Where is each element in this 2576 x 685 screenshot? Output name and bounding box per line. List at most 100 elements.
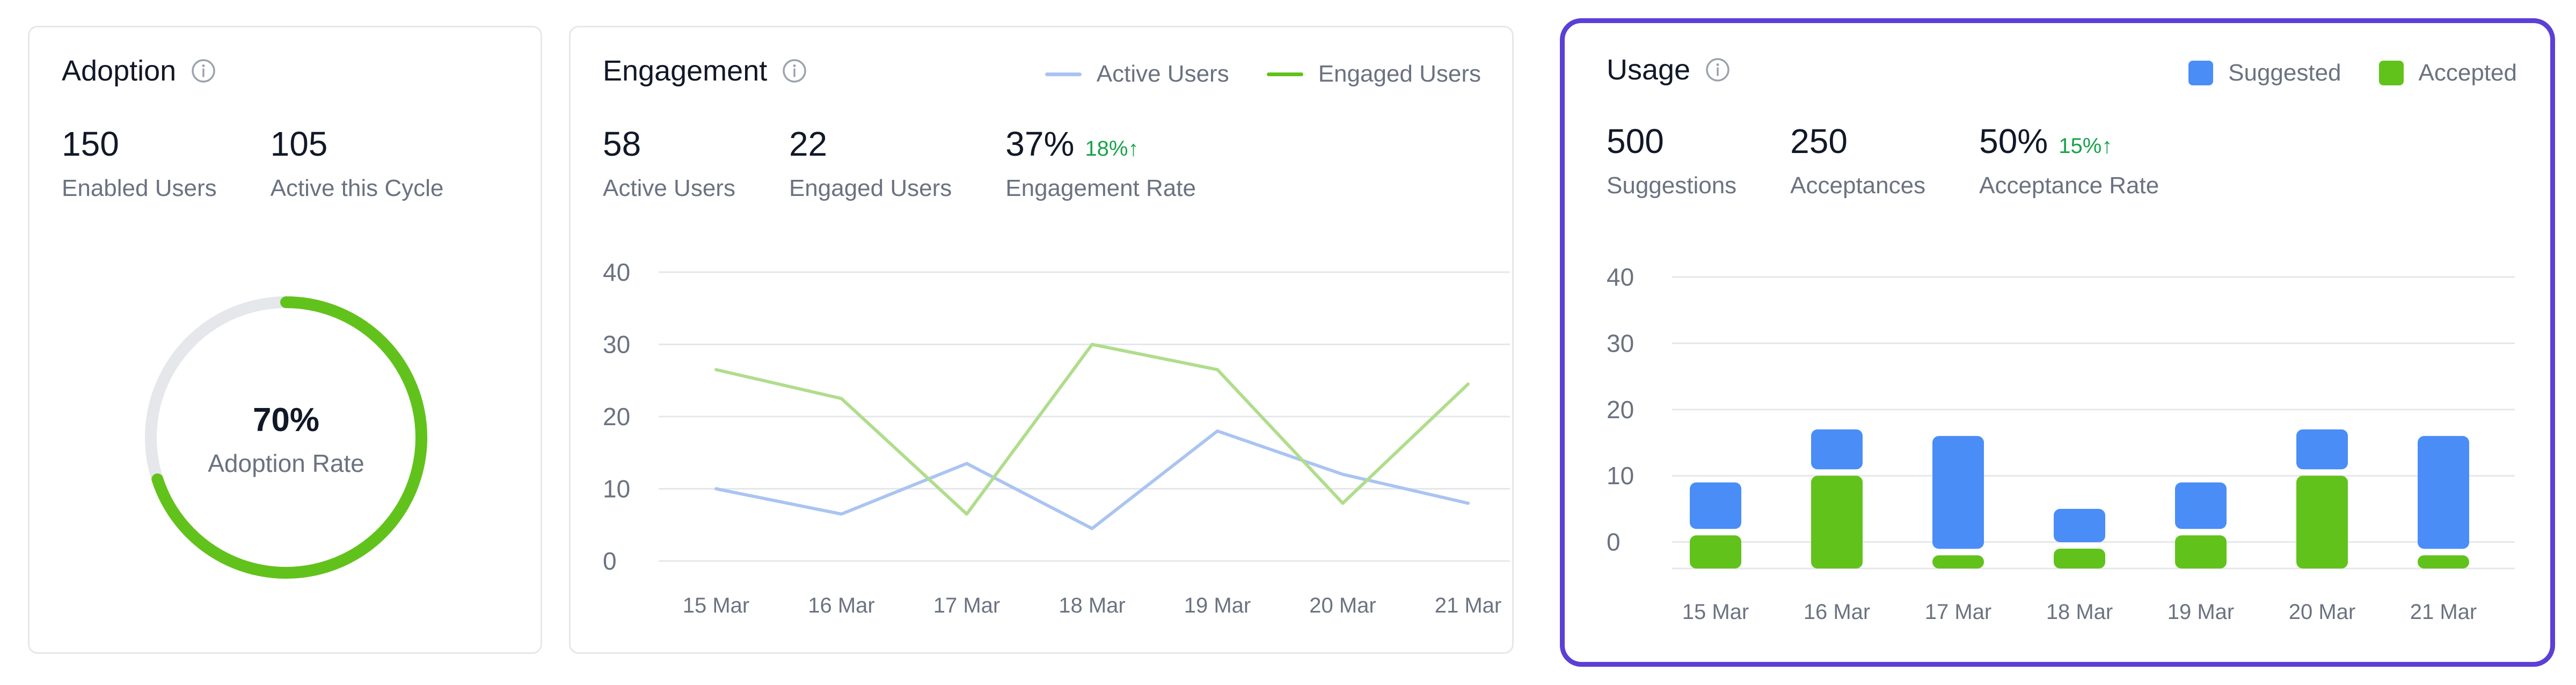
x-tick-label: 20 Mar [1309,594,1376,617]
engagement-stats: 58 Active Users 22 Engaged Users 37% 18%… [603,127,1250,202]
legend-item-active-users[interactable]: Active Users [1045,61,1229,88]
legend-line-active [1045,72,1082,76]
legend-label: Suggested [2228,60,2341,86]
bar-accepted[interactable] [2418,555,2469,569]
bar-suggested[interactable] [1932,436,1984,549]
x-tick-label: 18 Mar [1059,594,1126,617]
stat-value: 50% [1979,122,2048,161]
bar-suggested[interactable] [2296,429,2348,470]
x-tick-label: 17 Mar [933,594,1001,617]
stat-enabled-users: 150 Enabled Users [62,127,217,202]
series-line-engaged-users[interactable] [714,342,1470,516]
adoption-rate-value: 70% [253,402,319,439]
y-tick-label: 10 [603,475,630,503]
stat-suggestions: 500 Suggestions [1607,124,1736,199]
stat-label: Active Users [603,175,735,201]
adoption-donut-chart: 70% Adoption Rate [145,296,427,579]
stat-label: Suggestions [1607,172,1737,199]
legend-item-accepted[interactable]: Accepted [2378,60,2517,86]
engagement-card: Engagement Active Users Engaged Users 58… [569,26,1514,654]
y-tick-label: 10 [1607,462,1634,490]
legend-label: Active Users [1096,61,1229,87]
stat-value: 58 [603,125,641,163]
stat-value: 500 [1607,122,1664,161]
engagement-line-chart: 0 10 20 30 40 15 Mar 16 Mar 17 Mar 18 Mar 19 Mar 2… [603,258,1510,617]
usage-title: Usage [1607,54,1691,86]
info-icon[interactable] [1704,56,1731,83]
y-tick-label: 40 [603,258,630,286]
adoption-title: Adoption [62,55,177,87]
bar-suggested[interactable] [2418,436,2469,549]
x-tick-label: 16 Mar [808,594,875,617]
y-tick-label: 0 [1607,528,1621,556]
bar-suggested[interactable] [1690,482,1741,529]
adoption-card: Adoption 150 Enabled Users 105 Active th… [28,26,542,654]
engagement-header: Engagement [603,54,808,88]
stat-value: 105 [270,125,328,163]
delta-badge: 18%↑ [1085,137,1139,161]
x-tick-label: 21 Mar [1435,594,1502,617]
stat-label: Engaged Users [789,175,952,201]
delta-badge: 15%↑ [2059,134,2113,158]
x-tick-label: 19 Mar [1184,594,1251,617]
y-tick-label: 40 [1607,263,1634,291]
x-tick-label: 16 Mar [1804,600,1871,624]
stat-value-row: 37% 18%↑ [1005,127,1196,161]
info-icon[interactable] [190,57,217,84]
x-tick-label: 15 Mar [683,594,750,617]
x-tick-label: 21 Mar [2410,600,2477,624]
x-tick-label: 18 Mar [2046,600,2113,624]
stat-engaged-users: 22 Engaged Users [789,127,952,202]
usage-bar-chart: 0 10 20 30 40 15 Mar 16 Mar 17 Mar 18 Mar 19 Mar 2… [1607,263,2515,624]
stat-value-row: 50% 15%↑ [1979,124,2159,158]
y-tick-label: 30 [603,331,630,359]
stat-acceptances: 250 Acceptances [1790,124,1925,199]
y-tick-label: 0 [603,547,617,575]
y-tick-label: 30 [1607,329,1634,357]
stat-value: 150 [62,125,119,163]
stat-label: Active this Cycle [270,175,444,201]
legend-item-engaged-users[interactable]: Engaged Users [1266,61,1481,88]
adoption-rate-label: Adoption Rate [208,449,364,477]
stat-value: 22 [789,125,828,163]
legend-swatch-accepted [2378,61,2404,85]
stat-label: Acceptances [1790,172,1926,199]
legend-swatch-suggested [2188,61,2214,85]
bar-accepted[interactable] [1690,535,1741,569]
info-icon[interactable] [781,57,808,84]
legend-item-suggested[interactable]: Suggested [2188,60,2341,86]
stat-label: Enabled Users [62,175,217,201]
stat-acceptance-rate: 50% 15%↑ Acceptance Rate [1979,124,2159,199]
stat-label: Engagement Rate [1005,175,1196,201]
stat-engagement-rate: 37% 18%↑ Engagement Rate [1005,127,1196,202]
usage-legend: Suggested Accepted [2188,60,2517,86]
adoption-header: Adoption [62,54,217,88]
adoption-stats: 150 Enabled Users 105 Active this Cycle [62,127,497,202]
engagement-legend: Active Users Engaged Users [1045,61,1481,88]
stat-label: Acceptance Rate [1979,172,2159,199]
stat-active-this-cycle: 105 Active this Cycle [271,127,444,202]
donut-progress-arc [151,296,427,579]
bar-suggested[interactable] [2054,508,2105,542]
bar-accepted[interactable] [1932,555,1984,569]
series-line-active-users[interactable] [714,429,1470,530]
bar-suggested[interactable] [1811,429,1863,470]
x-tick-label: 15 Mar [1682,600,1749,624]
bar-suggested[interactable] [2175,482,2227,529]
x-tick-label: 17 Mar [1925,600,1992,624]
bar-accepted[interactable] [2296,476,2348,569]
x-tick-label: 19 Mar [2168,600,2235,624]
usage-header: Usage [1607,53,1731,86]
stat-value: 37% [1005,125,1075,163]
y-tick-label: 20 [603,403,630,431]
usage-card: Usage Suggested Accepted 500 Suggestions… [1560,18,2555,667]
bar-accepted[interactable] [2054,548,2105,569]
stat-active-users: 58 Active Users [603,127,735,202]
bar-accepted[interactable] [1811,476,1863,569]
legend-line-engaged [1266,72,1303,76]
legend-label: Accepted [2418,60,2517,86]
y-tick-label: 20 [1607,396,1634,424]
stat-value: 250 [1790,122,1848,161]
legend-label: Engaged Users [1318,61,1481,87]
bar-accepted[interactable] [2175,535,2227,569]
